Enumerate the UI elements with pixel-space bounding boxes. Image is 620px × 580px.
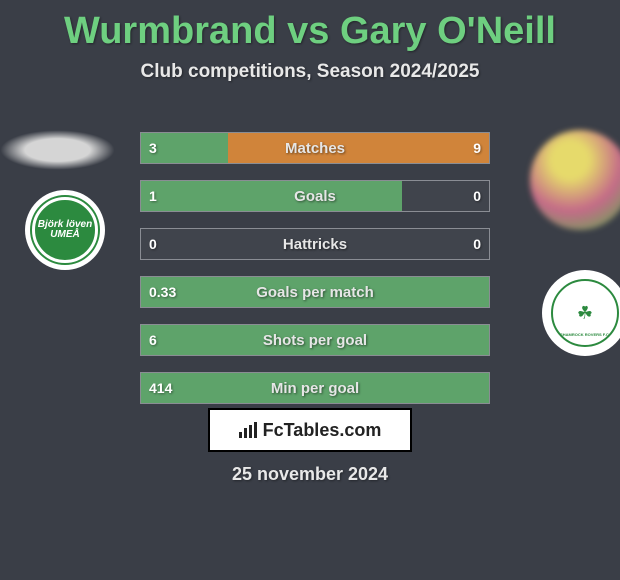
- stat-label: Hattricks: [141, 229, 489, 259]
- club-right-text: SHAMROCK ROVERS F.C.: [560, 332, 610, 337]
- stat-row: 1Goals0: [140, 180, 490, 212]
- stat-row: 0.33Goals per match: [140, 276, 490, 308]
- club-right-badge: SHAMROCK ROVERS F.C.: [542, 270, 620, 356]
- subtitle: Club competitions, Season 2024/2025: [0, 61, 620, 83]
- player-left-avatar: [0, 130, 115, 170]
- chart-icon: [239, 422, 259, 438]
- stat-right-value: 0: [473, 181, 481, 211]
- stats-container: 3Matches91Goals00Hattricks00.33Goals per…: [140, 132, 490, 420]
- club-left-badge: Björk löven UMEÅ: [25, 190, 105, 270]
- stat-row: 6Shots per goal: [140, 324, 490, 356]
- date-text: 25 november 2024: [0, 464, 620, 485]
- stat-row: 0Hattricks0: [140, 228, 490, 260]
- club-right-badge-inner: SHAMROCK ROVERS F.C.: [551, 279, 619, 347]
- stat-label: Min per goal: [141, 373, 489, 403]
- stat-label: Matches: [141, 133, 489, 163]
- club-left-text: Björk löven UMEÅ: [35, 220, 95, 240]
- page-title: Wurmbrand vs Gary O'Neill: [0, 10, 620, 53]
- stat-label: Shots per goal: [141, 325, 489, 355]
- stat-label: Goals: [141, 181, 489, 211]
- stat-label: Goals per match: [141, 277, 489, 307]
- branding-text: FcTables.com: [263, 420, 382, 441]
- club-left-badge-inner: Björk löven UMEÅ: [32, 197, 98, 263]
- branding-badge[interactable]: FcTables.com: [208, 408, 412, 452]
- player-right-avatar: [530, 130, 620, 230]
- stat-row: 3Matches9: [140, 132, 490, 164]
- stat-right-value: 0: [473, 229, 481, 259]
- stat-right-value: 9: [473, 133, 481, 163]
- stat-row: 414Min per goal: [140, 372, 490, 404]
